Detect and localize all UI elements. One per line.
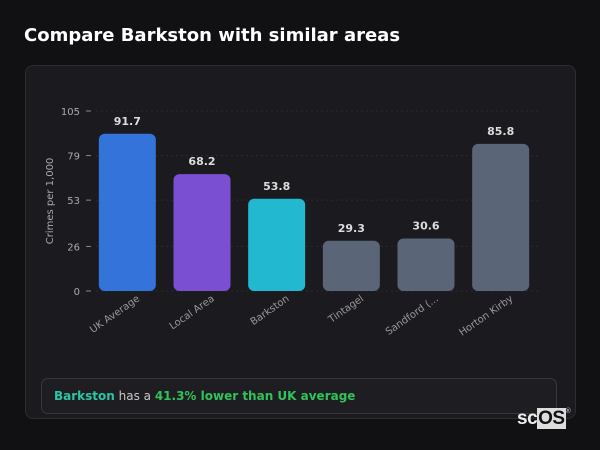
summary-area: Barkston — [54, 389, 115, 403]
y-tick-label: 79 — [67, 152, 80, 163]
bar — [472, 143, 530, 291]
summary-box: Barkston has a 41.3% lower than UK avera… — [41, 378, 557, 414]
page-title: Compare Barkston with similar areas — [24, 25, 401, 46]
y-tick-label: 0 — [74, 287, 80, 298]
data-label: 29.3 — [338, 222, 365, 235]
y-tick-label: 26 — [67, 242, 80, 253]
data-label: 30.6 — [412, 220, 439, 233]
data-label: 68.2 — [188, 155, 215, 168]
bar — [397, 238, 455, 291]
x-tick-label: UK Average — [88, 293, 142, 335]
x-tick-label: Tintagel — [326, 293, 366, 326]
bar — [173, 174, 231, 291]
y-tick-label: 105 — [61, 107, 80, 118]
data-label: 85.8 — [487, 125, 514, 138]
bar — [322, 240, 380, 291]
x-tick-label: Local Area — [168, 293, 217, 332]
y-tick-label: 53 — [67, 196, 80, 207]
y-axis-label: Crimes per 1,000 — [45, 158, 56, 245]
summary-highlight: 41.3% lower than UK average — [154, 389, 356, 403]
x-tick-label: Sandford (... — [384, 293, 441, 337]
x-tick-label: Horton Kirby — [457, 293, 515, 338]
logo: scOS® — [517, 408, 571, 429]
data-label: 91.7 — [114, 115, 141, 128]
x-tick-label: Barkston — [249, 293, 292, 328]
summary-text: has a — [114, 389, 155, 403]
data-label: 53.8 — [263, 180, 290, 193]
bar — [248, 198, 306, 291]
bar — [98, 133, 156, 291]
